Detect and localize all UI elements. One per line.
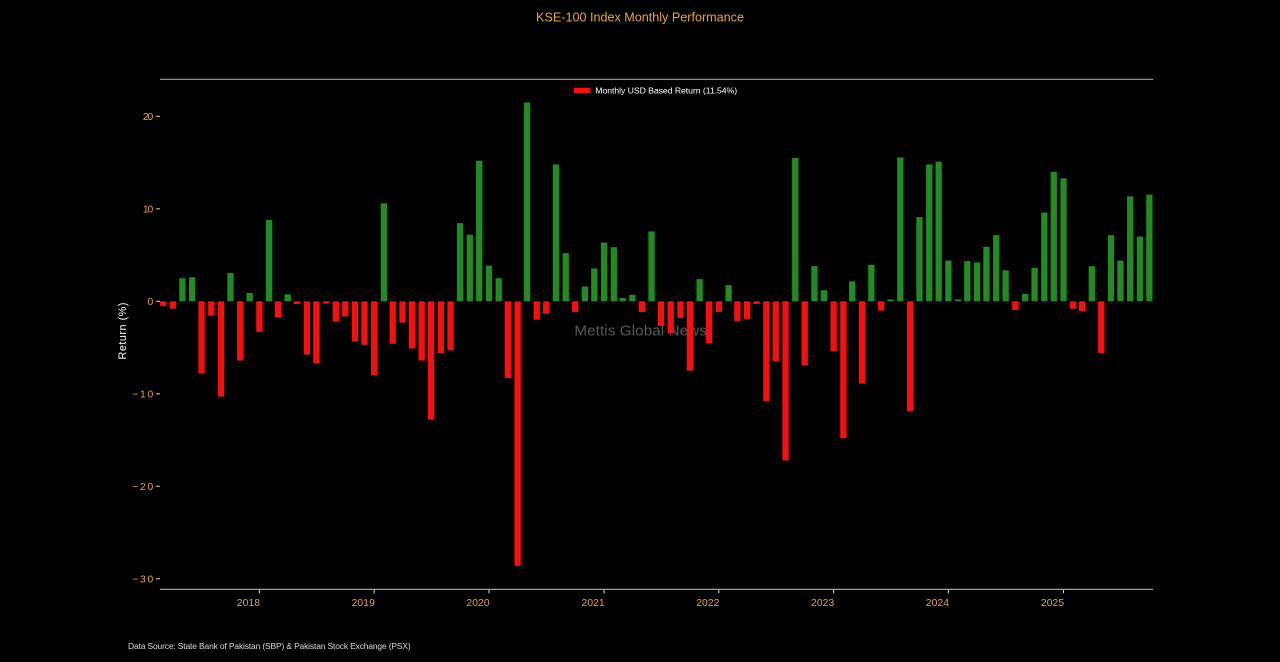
svg-text:2025: 2025: [1041, 598, 1064, 609]
svg-text:20: 20: [143, 112, 154, 123]
svg-text:Mettis Global News: Mettis Global News: [574, 322, 707, 339]
svg-text:0: 0: [147, 297, 153, 308]
svg-text:Monthly USD Based Return (11.5: Monthly USD Based Return (11.54%): [595, 86, 737, 96]
svg-text:−30: −30: [132, 575, 153, 586]
svg-text:−10: −10: [132, 390, 153, 401]
svg-text:2018: 2018: [237, 598, 260, 609]
svg-text:2022: 2022: [696, 598, 719, 609]
svg-text:2020: 2020: [466, 598, 489, 609]
svg-text:2021: 2021: [582, 598, 605, 609]
svg-text:Data Source: State Bank of Pak: Data Source: State Bank of Pakistan (SBP…: [128, 641, 411, 651]
svg-text:Return (%): Return (%): [117, 303, 129, 360]
svg-text:KSE-100 Index Monthly Performa: KSE-100 Index Monthly Performance: [536, 10, 744, 24]
svg-text:10: 10: [143, 205, 154, 216]
svg-text:2019: 2019: [352, 598, 375, 609]
svg-text:2024: 2024: [926, 598, 949, 609]
svg-text:−20: −20: [132, 482, 153, 493]
svg-text:2023: 2023: [811, 598, 834, 609]
